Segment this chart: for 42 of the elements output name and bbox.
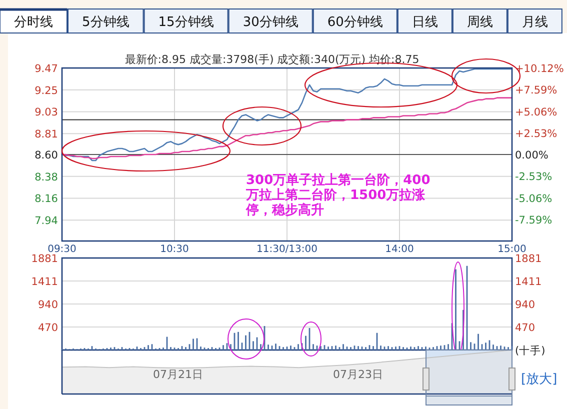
text: 周线: [466, 15, 493, 30]
y2-tick-label: +10.12%: [515, 63, 564, 75]
text: [放大]: [521, 372, 558, 387]
y2-tick-label: +5.06%: [515, 106, 558, 118]
y2-tick-label: 470: [515, 322, 536, 334]
y2-tick-label: 1881: [515, 253, 542, 265]
y-tick-label: 8.60: [34, 150, 58, 162]
y2-tick-label: +2.53%: [515, 128, 558, 140]
y-tick-label: 470: [38, 322, 58, 334]
text: 分时线: [14, 15, 53, 30]
y-tick-label: 8.38: [34, 171, 58, 184]
text: 15分钟线: [158, 15, 214, 30]
y2-tick-label: -5.06%: [515, 192, 552, 205]
y-tick-label: 1411: [31, 276, 58, 288]
x-tick-label: 15:00: [498, 244, 526, 255]
y-tick-label: 8.81: [34, 128, 58, 141]
text: 日线: [412, 15, 438, 30]
y2-tick-label: 1411: [515, 276, 542, 288]
y2-tick-label: 0.00%: [515, 150, 548, 162]
y-tick-label: 1881: [31, 253, 58, 265]
annotation: 07月23日: [333, 368, 383, 381]
y-tick-label: 940: [38, 299, 58, 312]
y2-tick-label: (十手): [515, 344, 546, 357]
x-tick-label: 11:30/13:00: [256, 244, 318, 255]
text: 月线: [522, 15, 548, 30]
annotation: 07月21日: [153, 368, 203, 381]
x-tick-label: 10:30: [160, 244, 189, 255]
x-tick-label: 09:30: [48, 244, 76, 255]
y-tick-label: 9.03: [34, 106, 58, 119]
y2-tick-label: 940: [515, 299, 536, 312]
y2-tick-label: -7.59%: [515, 214, 552, 226]
y-tick-label: 9.25: [34, 84, 58, 97]
y-tick-label: 7.94: [34, 215, 58, 228]
text: 30分钟线: [242, 15, 298, 30]
y-tick-label: 9.47: [34, 63, 58, 75]
annotation: 300万单子拉上第一台阶，400万拉上第二台阶，1500万拉涨停，稳步高升: [245, 172, 430, 218]
text: 60分钟线: [327, 15, 383, 30]
text: 5分钟线: [82, 15, 130, 30]
y-tick-label: 8.16: [34, 193, 58, 206]
x-tick-label: 14:00: [385, 244, 414, 255]
y2-tick-label: +7.59%: [515, 84, 558, 97]
y2-tick-label: -2.53%: [515, 171, 552, 184]
